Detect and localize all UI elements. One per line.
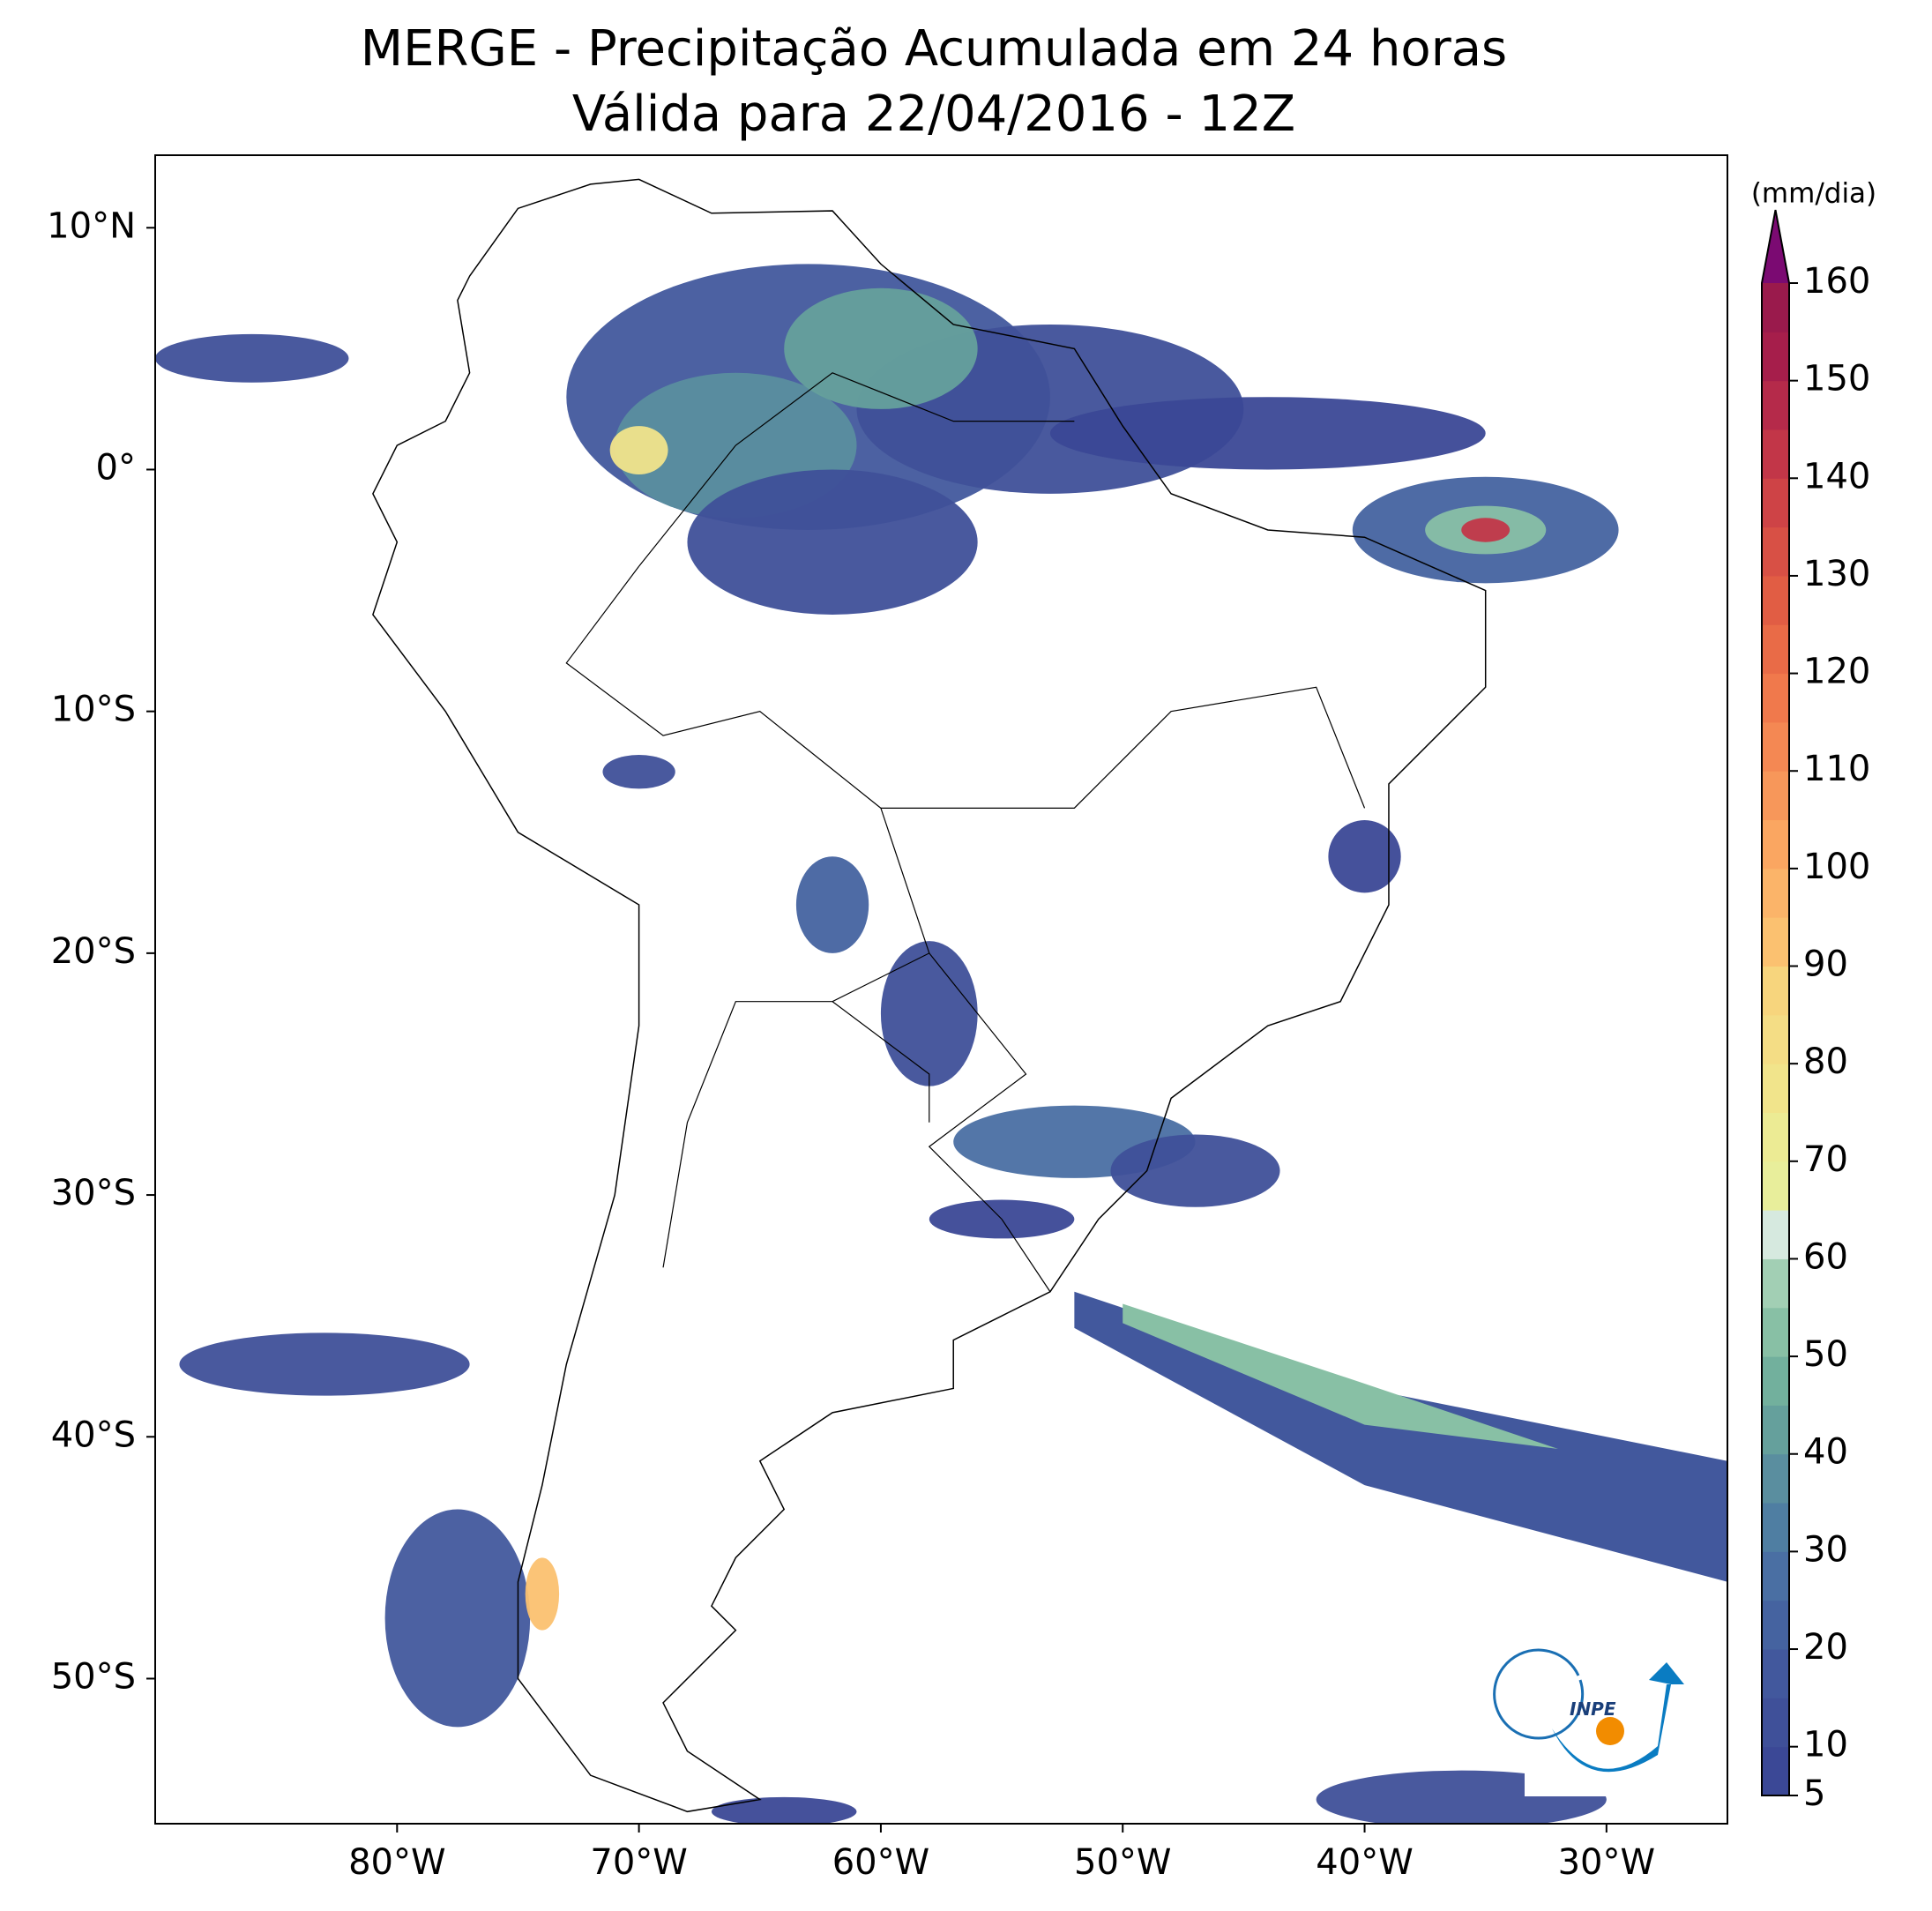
colorbar-tick-label: 60: [1803, 1236, 1848, 1277]
precipitation-area: [609, 426, 668, 474]
border: [832, 1001, 930, 1123]
colorbar-segment: [1762, 575, 1789, 625]
colorbar-segment: [1762, 1112, 1789, 1162]
colorbar-segment: [1762, 1698, 1789, 1748]
colorbar-segment: [1762, 429, 1789, 479]
colorbar-segment: [1762, 1600, 1789, 1650]
colorbar-segment: [1762, 771, 1789, 821]
colorbar-segment: [1762, 624, 1789, 675]
border: [880, 686, 1366, 809]
colorbar-segment: [1762, 819, 1789, 870]
colorbar-segment: [1762, 1161, 1789, 1211]
precipitation-band-core: [1123, 1303, 1558, 1449]
colorbar-tick-label: 100: [1803, 847, 1870, 887]
colorbar-tick-label: 120: [1803, 652, 1870, 692]
subtitle: Válida para 22/04/2016 - 12Z: [572, 86, 1295, 143]
precipitation-area: [1049, 397, 1486, 470]
colorbar-segment: [1762, 1503, 1789, 1552]
colorbar-segment: [1762, 1453, 1789, 1504]
precipitation-area: [602, 755, 675, 789]
precipitation-area: [880, 941, 978, 1086]
border: [638, 372, 1075, 567]
x-tick-label: 40°W: [1316, 1842, 1413, 1883]
colorbar-tick-label: 5: [1803, 1773, 1825, 1814]
colorbar-segment: [1762, 1014, 1789, 1064]
colorbar-tick-label: 160: [1803, 261, 1870, 302]
colorbar-segment: [1762, 1649, 1789, 1698]
colorbar-segment: [1762, 1405, 1789, 1455]
colorbar-segment: [1762, 721, 1789, 772]
precipitation-area: [711, 1796, 857, 1824]
colorbar-segment: [1762, 1551, 1789, 1601]
colorbar-tick-label: 150: [1803, 359, 1870, 399]
colorbar-tick-label: 110: [1803, 749, 1870, 789]
colorbar-unit: (mm/dia): [1751, 178, 1876, 210]
x-tick-label: 60°W: [832, 1842, 929, 1883]
colorbar-tick-label: 30: [1803, 1529, 1848, 1570]
colorbar-segment: [1762, 1210, 1789, 1259]
precipitation-area: [784, 287, 978, 409]
border: [565, 565, 930, 1268]
colorbar-extend: [1762, 210, 1789, 283]
coastline: [372, 178, 1487, 1813]
colorbar-tick-label: 10: [1803, 1725, 1848, 1765]
colorbar-tick-label: 20: [1803, 1627, 1848, 1668]
colorbar-segment: [1762, 917, 1789, 967]
inpe-logo: INPE: [1493, 1648, 1709, 1796]
precipitation-area: [384, 1509, 531, 1728]
logo-arrow: [1552, 1662, 1684, 1773]
precipitation-area: [1110, 1134, 1280, 1207]
colorbar-segment: [1762, 380, 1789, 430]
logo-text: INPE: [1570, 1698, 1616, 1720]
y-tick-label: 20°S: [51, 931, 136, 972]
colorbar-segment: [1762, 332, 1789, 382]
x-tick-label: 50°W: [1074, 1842, 1171, 1883]
colorbar-tick-label: 70: [1803, 1139, 1848, 1180]
map-area: [155, 178, 1727, 1824]
border: [928, 952, 1051, 1293]
y-tick-label: 30°S: [51, 1173, 136, 1213]
precipitation-area: [155, 333, 349, 383]
colorbar-segment: [1762, 283, 1789, 332]
x-tick-label: 70°W: [590, 1842, 687, 1883]
x-tick-label: 30°W: [1558, 1842, 1655, 1883]
precipitation-area: [687, 469, 978, 615]
colorbar-tick-label: 140: [1803, 456, 1870, 496]
precipitation-area: [795, 856, 869, 953]
colorbar-segment: [1762, 966, 1789, 1016]
colorbar-segment: [1762, 526, 1789, 577]
precipitation-area: [1461, 518, 1511, 542]
colorbar-segment: [1762, 868, 1789, 918]
colorbar-segment: [1762, 1356, 1789, 1406]
precipitation-area: [179, 1332, 470, 1396]
colorbar-segment: [1762, 1307, 1789, 1357]
y-tick-label: 10°N: [47, 205, 136, 246]
colorbar-tick-label: 90: [1803, 944, 1848, 985]
y-tick-label: 0°: [96, 447, 136, 488]
title: MERGE - Precipitação Acumulada em 24 hor…: [361, 20, 1507, 78]
logo-sun: [1596, 1717, 1624, 1745]
colorbar-segment: [1762, 1258, 1789, 1309]
colorbar-segment: [1762, 673, 1789, 723]
colorbar-tick-label: 40: [1803, 1432, 1848, 1473]
y-tick-label: 10°S: [51, 690, 136, 730]
precipitation-area: [1328, 820, 1401, 893]
colorbar-segment: [1762, 1746, 1789, 1796]
precipitation-area: [525, 1557, 560, 1631]
colorbar-segment: [1762, 478, 1789, 528]
colorbar-tick-label: 80: [1803, 1041, 1848, 1082]
logo-orbit: [1493, 1648, 1585, 1740]
map-frame: [154, 154, 1728, 1825]
colorbar-tick-label: 130: [1803, 554, 1870, 594]
colorbar-tick-label: 50: [1803, 1334, 1848, 1375]
y-tick-label: 50°S: [51, 1656, 136, 1697]
colorbar-segment: [1762, 1064, 1789, 1113]
x-tick-label: 80°W: [348, 1842, 445, 1883]
y-tick-label: 40°S: [51, 1415, 136, 1455]
colorbar-outline: [1761, 209, 1790, 1796]
